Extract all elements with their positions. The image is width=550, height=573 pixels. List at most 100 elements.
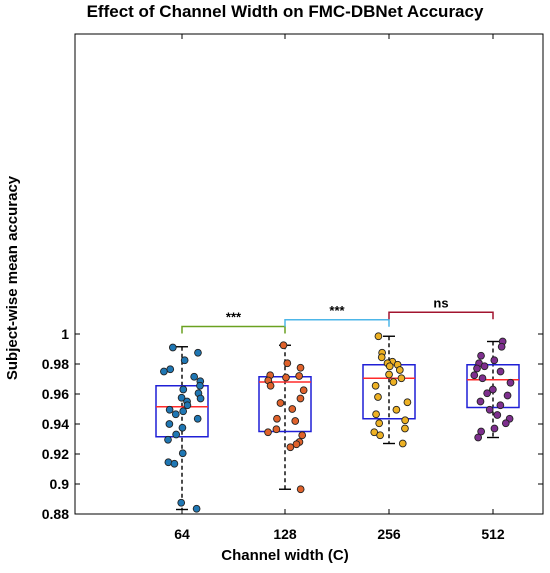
significance-bracket-256-512 xyxy=(388,311,494,320)
data-point-c64 xyxy=(178,449,187,458)
data-point-c512 xyxy=(489,385,497,394)
data-point-c256 xyxy=(403,398,412,407)
data-point-c256 xyxy=(401,424,409,433)
x-axis-label: Channel width (C) xyxy=(221,547,349,564)
data-point-c512 xyxy=(503,391,512,400)
plot-area: 0.88 0.9 0.92 0.94 0.96 0.98 1 64 128 256 512 *** **… xyxy=(42,33,544,542)
data-point-c512 xyxy=(470,371,479,380)
data-point-c128 xyxy=(279,341,288,350)
chart-title: Effect of Channel Width on FMC-DBNet Acc… xyxy=(87,2,484,21)
data-point-c64 xyxy=(165,420,174,428)
data-point-c512 xyxy=(477,351,485,360)
data-point-c64 xyxy=(177,498,186,507)
data-point-c128 xyxy=(299,386,308,395)
significance-label-64-128: *** xyxy=(226,310,242,325)
data-point-c128 xyxy=(296,363,305,372)
plot-frame xyxy=(74,33,544,515)
data-point-c512 xyxy=(497,342,506,351)
data-point-c128 xyxy=(286,443,295,452)
data-point-c512 xyxy=(474,433,483,442)
x-tick-label: 64 xyxy=(174,526,190,542)
data-point-c256 xyxy=(401,416,409,425)
data-point-c512 xyxy=(485,405,494,414)
significance-label-128-256: *** xyxy=(329,303,345,318)
data-point-c512 xyxy=(480,362,489,371)
box-c64 xyxy=(155,385,209,438)
data-point-c64 xyxy=(177,393,186,402)
y-tick-label: 0.92 xyxy=(42,446,69,462)
data-point-c512 xyxy=(476,397,485,406)
data-point-c256 xyxy=(374,393,382,401)
data-point-c128 xyxy=(292,440,301,449)
data-point-c256 xyxy=(376,431,384,440)
x-tick-label: 512 xyxy=(481,526,505,542)
data-point-c128 xyxy=(276,399,285,407)
data-point-c256 xyxy=(389,378,398,386)
significance-bracket-128-256 xyxy=(284,319,390,327)
data-point-c64 xyxy=(192,504,201,513)
data-point-c64 xyxy=(196,394,205,403)
data-point-c64 xyxy=(190,372,199,381)
data-point-c64 xyxy=(160,367,168,376)
data-point-c128 xyxy=(264,428,272,437)
data-point-c128 xyxy=(296,485,305,494)
data-point-c64 xyxy=(194,348,202,357)
data-point-c64 xyxy=(183,401,192,410)
data-point-c64 xyxy=(193,414,202,423)
data-point-c128 xyxy=(266,381,275,390)
data-point-c64 xyxy=(178,423,187,432)
data-point-c64 xyxy=(179,407,188,416)
data-point-c64 xyxy=(166,365,175,374)
data-point-c256 xyxy=(385,370,393,379)
data-point-c256 xyxy=(374,332,383,341)
data-point-c128 xyxy=(291,417,300,425)
y-tick-label: 0.96 xyxy=(42,386,69,402)
x-tick-label: 256 xyxy=(377,526,401,542)
y-tick-label: 0.94 xyxy=(42,416,69,432)
data-point-c64 xyxy=(165,405,174,414)
data-point-c512 xyxy=(478,374,487,383)
data-point-c512 xyxy=(490,356,499,365)
data-point-c64 xyxy=(179,385,188,394)
y-tick-label: 0.88 xyxy=(42,506,69,522)
significance-bracket-64-128 xyxy=(181,325,286,334)
data-point-c256 xyxy=(375,419,384,428)
data-point-c64 xyxy=(196,381,204,390)
data-point-c256 xyxy=(395,366,404,374)
y-tick-label: 0.98 xyxy=(42,356,69,372)
data-point-c128 xyxy=(296,394,305,403)
data-point-c64 xyxy=(180,356,189,365)
data-point-c256 xyxy=(372,410,380,419)
data-point-c256 xyxy=(377,353,386,362)
data-point-c128 xyxy=(273,414,281,423)
data-point-c512 xyxy=(496,401,505,410)
data-point-c512 xyxy=(501,419,510,428)
x-tick-label: 128 xyxy=(273,526,297,542)
data-point-c256 xyxy=(371,381,380,390)
data-point-c64 xyxy=(168,343,177,352)
data-point-c64 xyxy=(170,459,179,468)
y-axis-label: Subject-wise mean accuracy xyxy=(4,175,21,380)
data-point-c512 xyxy=(473,364,481,373)
data-point-c64 xyxy=(172,430,181,439)
data-point-c64 xyxy=(164,435,172,444)
y-tick-label: 1 xyxy=(61,326,69,342)
box-c512 xyxy=(466,364,520,409)
data-point-c128 xyxy=(272,425,281,434)
significance-label-256-512: ns xyxy=(433,295,448,310)
data-point-c256 xyxy=(385,362,394,371)
data-point-c512 xyxy=(506,378,515,387)
data-point-c512 xyxy=(483,389,491,398)
data-point-c256 xyxy=(392,405,401,414)
data-point-c128 xyxy=(298,431,307,440)
y-tick-label: 0.9 xyxy=(50,476,70,492)
data-point-c64 xyxy=(171,410,180,419)
data-point-c256 xyxy=(398,439,407,448)
data-point-c512 xyxy=(477,427,485,436)
data-point-c512 xyxy=(493,411,502,419)
data-point-c128 xyxy=(283,359,292,368)
data-point-c256 xyxy=(370,428,379,437)
data-point-c256 xyxy=(397,374,406,383)
